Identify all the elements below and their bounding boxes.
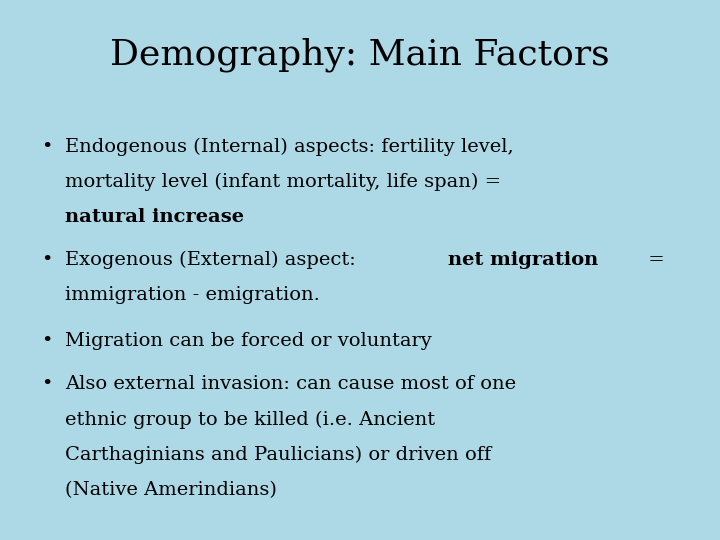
- Text: Migration can be forced or voluntary: Migration can be forced or voluntary: [65, 332, 431, 350]
- Text: Exogenous (External) aspect:: Exogenous (External) aspect:: [65, 251, 362, 269]
- Text: natural increase: natural increase: [65, 208, 244, 226]
- Text: Carthaginians and Paulicians) or driven off: Carthaginians and Paulicians) or driven …: [65, 446, 491, 464]
- Text: •: •: [41, 332, 53, 350]
- Text: net migration: net migration: [448, 251, 598, 269]
- Text: immigration - emigration.: immigration - emigration.: [65, 286, 320, 304]
- Text: =: =: [642, 251, 665, 269]
- Text: (Native Amerindians): (Native Amerindians): [65, 481, 276, 498]
- Text: •: •: [41, 138, 53, 156]
- Text: Demography: Main Factors: Demography: Main Factors: [110, 38, 610, 72]
- Text: Endogenous (Internal) aspects: fertility level,: Endogenous (Internal) aspects: fertility…: [65, 138, 513, 156]
- Text: Also external invasion: can cause most of one: Also external invasion: can cause most o…: [65, 375, 516, 393]
- Text: ethnic group to be killed (i.e. Ancient: ethnic group to be killed (i.e. Ancient: [65, 410, 435, 429]
- Text: •: •: [41, 251, 53, 269]
- Text: •: •: [41, 375, 53, 393]
- Text: mortality level (infant mortality, life span) =: mortality level (infant mortality, life …: [65, 173, 501, 191]
